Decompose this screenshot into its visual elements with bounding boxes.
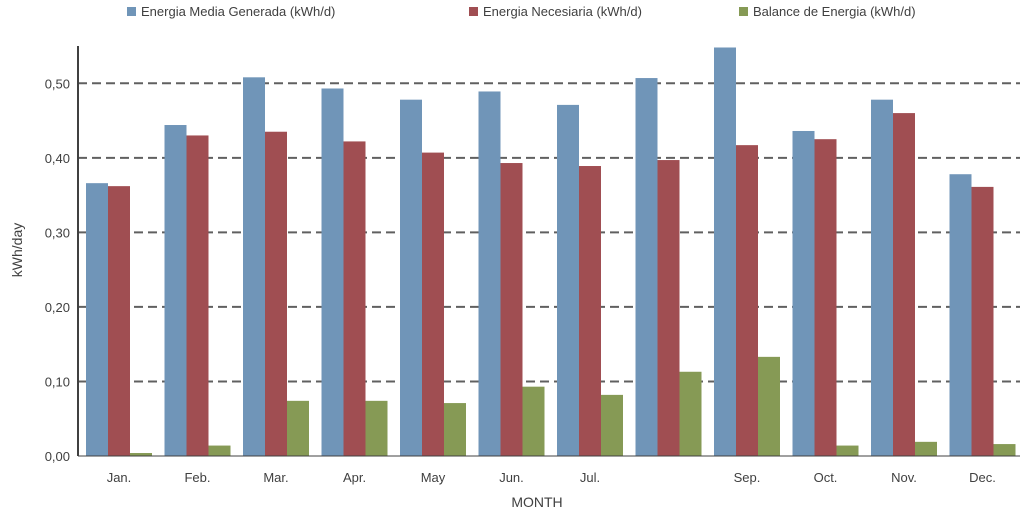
bar: [579, 166, 601, 456]
legend-label: Energia Media Generada (kWh/d): [141, 4, 336, 19]
x-tick-label: Mar.: [263, 470, 288, 485]
bar: [130, 453, 152, 456]
x-axis-title: MONTH: [511, 494, 562, 510]
x-tick-label: Feb.: [184, 470, 210, 485]
bar: [86, 183, 108, 456]
x-tick-label: May: [421, 470, 446, 485]
axes-layer: 0,00 0,10 0,20 0,30 0,40 0,50 Jan. Feb. Mar. Apr.…: [45, 46, 1020, 485]
legend-swatch: [739, 7, 748, 16]
x-tick-label: Nov.: [891, 470, 917, 485]
legend-item-generada: Energia Media Generada (kWh/d): [127, 4, 335, 19]
bar: [792, 130, 815, 456]
bar: [265, 131, 287, 456]
bar: [287, 400, 309, 456]
x-tick-label: Sep.: [734, 470, 761, 485]
bar: [814, 139, 837, 456]
y-axis-title: kWh/day: [9, 223, 25, 277]
y-tick-label: 0,10: [45, 374, 70, 389]
bar: [321, 88, 344, 456]
grid-layer: [78, 82, 1020, 383]
bar: [993, 444, 1016, 456]
bar: [108, 186, 130, 457]
bar: [186, 135, 209, 457]
bar: [478, 91, 501, 457]
legend-item-balance: Balance de Energia (kWh/d): [739, 4, 916, 19]
bar: [915, 441, 937, 456]
bar: [758, 356, 780, 456]
bar: [971, 186, 994, 456]
bar: [736, 145, 758, 457]
x-tick-label: Jun.: [499, 470, 524, 485]
bar: [635, 78, 658, 457]
x-tick-label: Jan.: [107, 470, 132, 485]
legend-swatch: [469, 7, 478, 16]
bar: [601, 394, 623, 456]
bar: [500, 163, 523, 456]
bar: [557, 104, 579, 457]
legend: Energia Media Generada (kWh/d) Energia N…: [0, 4, 1024, 20]
bar: [522, 386, 545, 456]
bar: [444, 403, 466, 456]
y-tick-label: 0,40: [45, 151, 70, 166]
bar: [949, 174, 972, 456]
bar: [714, 47, 736, 457]
x-tick-label: Oct.: [814, 470, 838, 485]
legend-label: Energia Necesiaria (kWh/d): [483, 4, 642, 19]
bar: [365, 400, 388, 456]
bar: [164, 125, 187, 456]
bar: [343, 141, 366, 456]
bar: [871, 99, 893, 456]
bars-layer: [86, 47, 1016, 457]
bar: [208, 445, 231, 456]
bar: [243, 77, 265, 457]
x-tick-label: Apr.: [343, 470, 366, 485]
bar: [657, 160, 680, 456]
legend-label: Balance de Energia (kWh/d): [753, 4, 916, 19]
bar: [422, 152, 444, 456]
y-tick-label: 0,00: [45, 449, 70, 464]
x-tick-label: Dec.: [969, 470, 996, 485]
bar: [836, 445, 859, 456]
y-tick-label: 0,50: [45, 76, 70, 91]
x-tick-label: Jul.: [580, 470, 600, 485]
y-tick-label: 0,30: [45, 225, 70, 240]
legend-swatch: [127, 7, 136, 16]
bar: [893, 113, 915, 456]
legend-item-necesaria: Energia Necesiaria (kWh/d): [469, 4, 642, 19]
y-tick-label: 0,20: [45, 300, 70, 315]
bar: [400, 99, 422, 456]
bar: [679, 371, 702, 456]
